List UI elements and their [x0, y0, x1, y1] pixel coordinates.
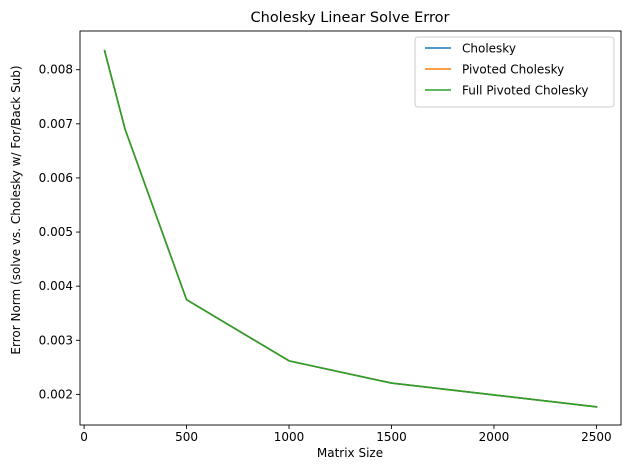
x-tick-label: 1000: [274, 430, 305, 444]
y-tick-label: 0.003: [39, 333, 73, 347]
series-layer: [103, 49, 598, 408]
y-tick-label: 0.008: [39, 63, 73, 77]
legend-label-0: Cholesky: [462, 42, 516, 56]
legend-label-2: Full Pivoted Cholesky: [462, 84, 589, 98]
y-tick-label: 0.002: [39, 387, 73, 401]
plot-frame: [79, 30, 622, 426]
x-tick-label: 1500: [376, 430, 407, 444]
y-tick-label: 0.004: [39, 279, 73, 293]
y-axis-label: Error Norm (solve vs. Cholesky w/ For/Ba…: [9, 65, 23, 354]
y-tick-label: 0.006: [39, 171, 73, 185]
x-tick-label: 2000: [479, 430, 510, 444]
chart-title: Cholesky Linear Solve Error: [251, 10, 450, 26]
legend-box: [414, 36, 615, 108]
x-tick-label: 2500: [581, 430, 612, 444]
legend-label-1: Pivoted Cholesky: [462, 63, 564, 77]
x-axis-label: Matrix Size: [317, 446, 383, 460]
axes-layer: 0 500 1000 1500 2000 2500 0.002 0.003 0.004 0.005…: [39, 30, 622, 444]
x-tick-label: 500: [175, 430, 198, 444]
series-line-2: [103, 49, 598, 408]
legend: Cholesky Pivoted Cholesky Full Pivoted Cho…: [414, 36, 615, 108]
x-tick-label: 0: [80, 430, 88, 444]
y-tick-label: 0.007: [39, 117, 73, 131]
y-tick-label: 0.005: [39, 225, 73, 239]
